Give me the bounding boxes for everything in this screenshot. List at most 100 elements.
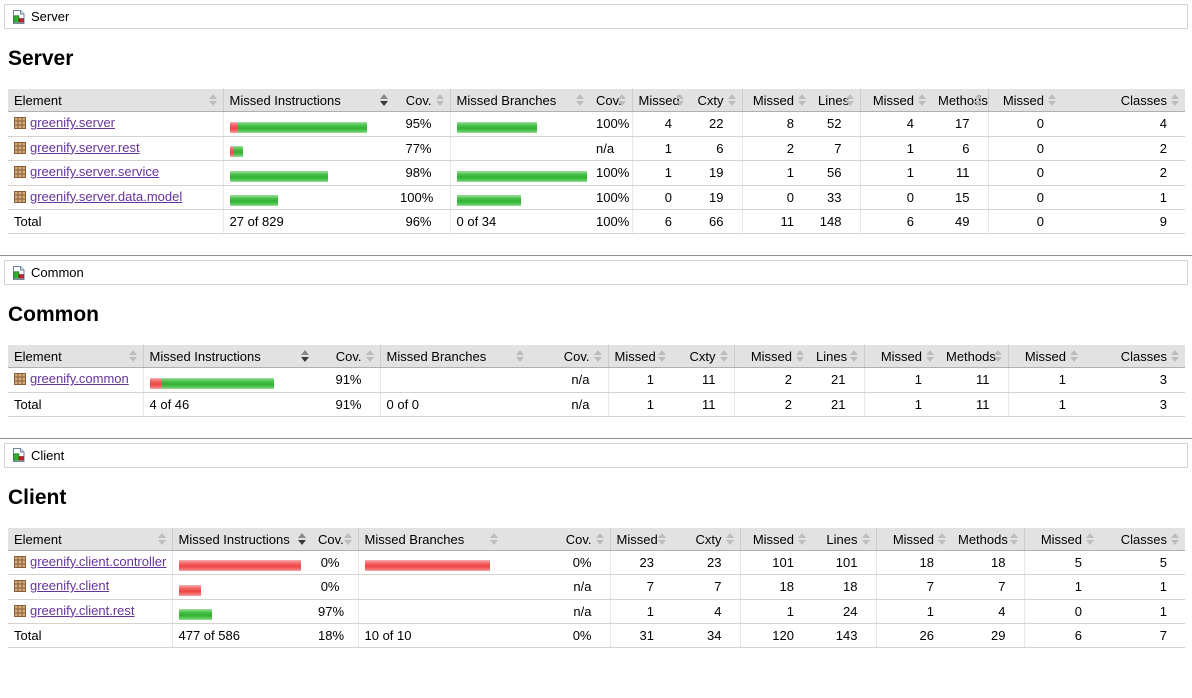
column-header-missed-branches[interactable]: Missed Branches	[357, 527, 504, 551]
package-row: greenify.client 0% n/a 7 7 18 18 7 7 1 1	[8, 574, 1185, 600]
classes-cell: 2	[1062, 160, 1185, 186]
sort-both-icon	[435, 94, 445, 106]
package-icon	[14, 190, 26, 206]
page-title: Server	[8, 47, 74, 70]
column-header-missed-classes[interactable]: Missed	[987, 89, 1062, 112]
total-classes-cell: 3	[1084, 392, 1185, 417]
sort-both-icon	[576, 94, 585, 106]
missed-instructions-bar-cell	[222, 185, 394, 210]
column-header-missed-classes[interactable]: Missed	[1007, 345, 1084, 368]
sort-both-icon	[128, 350, 138, 362]
column-header-missed-instructions[interactable]: Missed Instructions	[222, 89, 394, 112]
column-header-element[interactable]: Element	[8, 345, 143, 368]
column-header-element[interactable]: Element	[8, 527, 172, 551]
missed-bar-segment	[149, 377, 162, 389]
column-header-missed-cxty[interactable]: Missed	[609, 527, 672, 551]
column-header-lines[interactable]: Lines	[812, 527, 876, 551]
coverage-table: Element Missed Instructions Cov. Missed Bra…	[8, 89, 1185, 234]
package-link[interactable]: greenify.server	[30, 115, 116, 131]
missed-cxty-cell: 0	[631, 185, 690, 210]
column-header-missed-lines[interactable]: Missed	[741, 89, 812, 112]
missed-classes-cell: 1	[1007, 367, 1084, 393]
package-link[interactable]: greenify.client.rest	[30, 602, 135, 618]
column-header-label: Missed	[752, 531, 794, 547]
column-header-missed-cxty[interactable]: Missed	[607, 345, 672, 368]
column-header-missed-instructions[interactable]: Missed Instructions	[142, 345, 315, 368]
column-header-missed-branches[interactable]: Missed Branches	[379, 345, 530, 368]
cxty-cell: 4	[672, 599, 740, 624]
instructions-coverage-cell: 97%	[312, 599, 358, 624]
column-header-cxty[interactable]: Cxty	[672, 345, 734, 368]
column-header-classes[interactable]: Classes	[1100, 527, 1185, 551]
column-header-missed-instructions[interactable]: Missed Instructions	[171, 527, 312, 551]
package-link[interactable]: greenify.server.rest	[30, 139, 140, 155]
column-header-branches-coverage[interactable]: Cov.	[504, 527, 610, 551]
column-header-classes[interactable]: Classes	[1062, 89, 1185, 112]
column-header-cxty[interactable]: Cxty	[690, 89, 742, 112]
column-header-lines[interactable]: Lines	[810, 345, 864, 368]
column-header-missed-lines[interactable]: Missed	[739, 527, 812, 551]
column-header-label: Missed Instructions	[149, 349, 261, 364]
column-header-element[interactable]: Element	[8, 89, 223, 112]
column-header-missed-branches[interactable]: Missed Branches	[449, 89, 590, 112]
methods-cell: 18	[952, 550, 1024, 575]
sort-both-icon	[365, 350, 375, 362]
column-header-label: Missed	[880, 349, 922, 364]
total-instructions-cell: 27 of 829	[222, 209, 394, 234]
package-link[interactable]: greenify.client	[30, 578, 110, 594]
package-link[interactable]: greenify.server.service	[30, 164, 160, 180]
covered-bar-segment	[456, 195, 521, 206]
page-title: Client	[8, 485, 67, 509]
column-header-missed-cxty[interactable]: Missed	[631, 89, 690, 112]
column-header-missed-methods[interactable]: Missed	[863, 345, 940, 368]
column-header-instructions-coverage[interactable]: Cov.	[315, 345, 380, 368]
column-header-cxty[interactable]: Cxty	[672, 527, 740, 551]
methods-cell: 11	[932, 160, 988, 186]
package-link[interactable]: greenify.common	[30, 371, 129, 387]
total-missed-cxty-cell: 31	[609, 623, 672, 648]
package-link[interactable]: greenify.server.data.model	[30, 188, 183, 204]
element-cell: greenify.server	[8, 111, 223, 137]
coverage-table: Element Missed Instructions Cov. Missed Bra…	[8, 345, 1185, 417]
element-cell: greenify.client	[8, 574, 172, 600]
column-header-lines[interactable]: Lines	[812, 89, 860, 112]
package-row: greenify.common 91% n/a 1 11 2 21 1 11 1 3	[8, 367, 1185, 393]
instructions-coverage-cell: 77%	[394, 136, 450, 161]
column-header-branches-coverage[interactable]: Cov.	[530, 345, 608, 368]
column-header-missed-classes[interactable]: Missed	[1023, 527, 1100, 551]
classes-cell: 2	[1062, 136, 1185, 161]
missed-lines-cell: 18	[739, 574, 812, 600]
element-cell: greenify.common	[8, 367, 143, 393]
covered-bar-segment	[456, 170, 587, 182]
covered-bar-segment	[161, 377, 274, 389]
column-header-methods[interactable]: Methods	[952, 527, 1024, 551]
covered-bar-segment	[229, 195, 278, 206]
package-icon	[14, 555, 26, 571]
section-common: Common Common Element Missed Instructions…	[0, 260, 1192, 417]
package-icon	[14, 604, 26, 620]
column-header-missed-methods[interactable]: Missed	[859, 89, 932, 112]
column-header-methods[interactable]: Methods	[940, 345, 1008, 368]
column-header-label: Missed	[616, 531, 658, 547]
column-header-label: Cov.	[596, 93, 622, 108]
column-header-instructions-coverage[interactable]: Cov.	[394, 89, 450, 112]
missed-branches-bar-cell	[449, 185, 590, 210]
column-header-missed-methods[interactable]: Missed	[875, 527, 952, 551]
element-cell: greenify.client.rest	[8, 599, 172, 624]
column-header-classes[interactable]: Classes	[1084, 345, 1185, 368]
package-link[interactable]: greenify.client.controller	[30, 553, 167, 569]
column-header-label: Missed	[1040, 531, 1082, 547]
missed-classes-cell: 0	[987, 111, 1062, 137]
sort-both-icon	[938, 532, 947, 545]
column-header-missed-lines[interactable]: Missed	[733, 345, 810, 368]
column-header-instructions-coverage[interactable]: Cov.	[312, 527, 358, 551]
breadcrumb-label: Client	[31, 447, 65, 463]
sort-both-icon	[1171, 532, 1180, 545]
total-cxty-cell: 34	[672, 623, 740, 648]
branches-coverage-cell: 0%	[504, 550, 610, 575]
total-methods-cell: 49	[932, 209, 988, 234]
sort-both-icon	[1048, 94, 1057, 106]
missed-methods-cell: 18	[875, 550, 952, 575]
column-header-branches-coverage[interactable]: Cov.	[590, 89, 632, 112]
column-header-methods[interactable]: Methods	[932, 89, 988, 112]
